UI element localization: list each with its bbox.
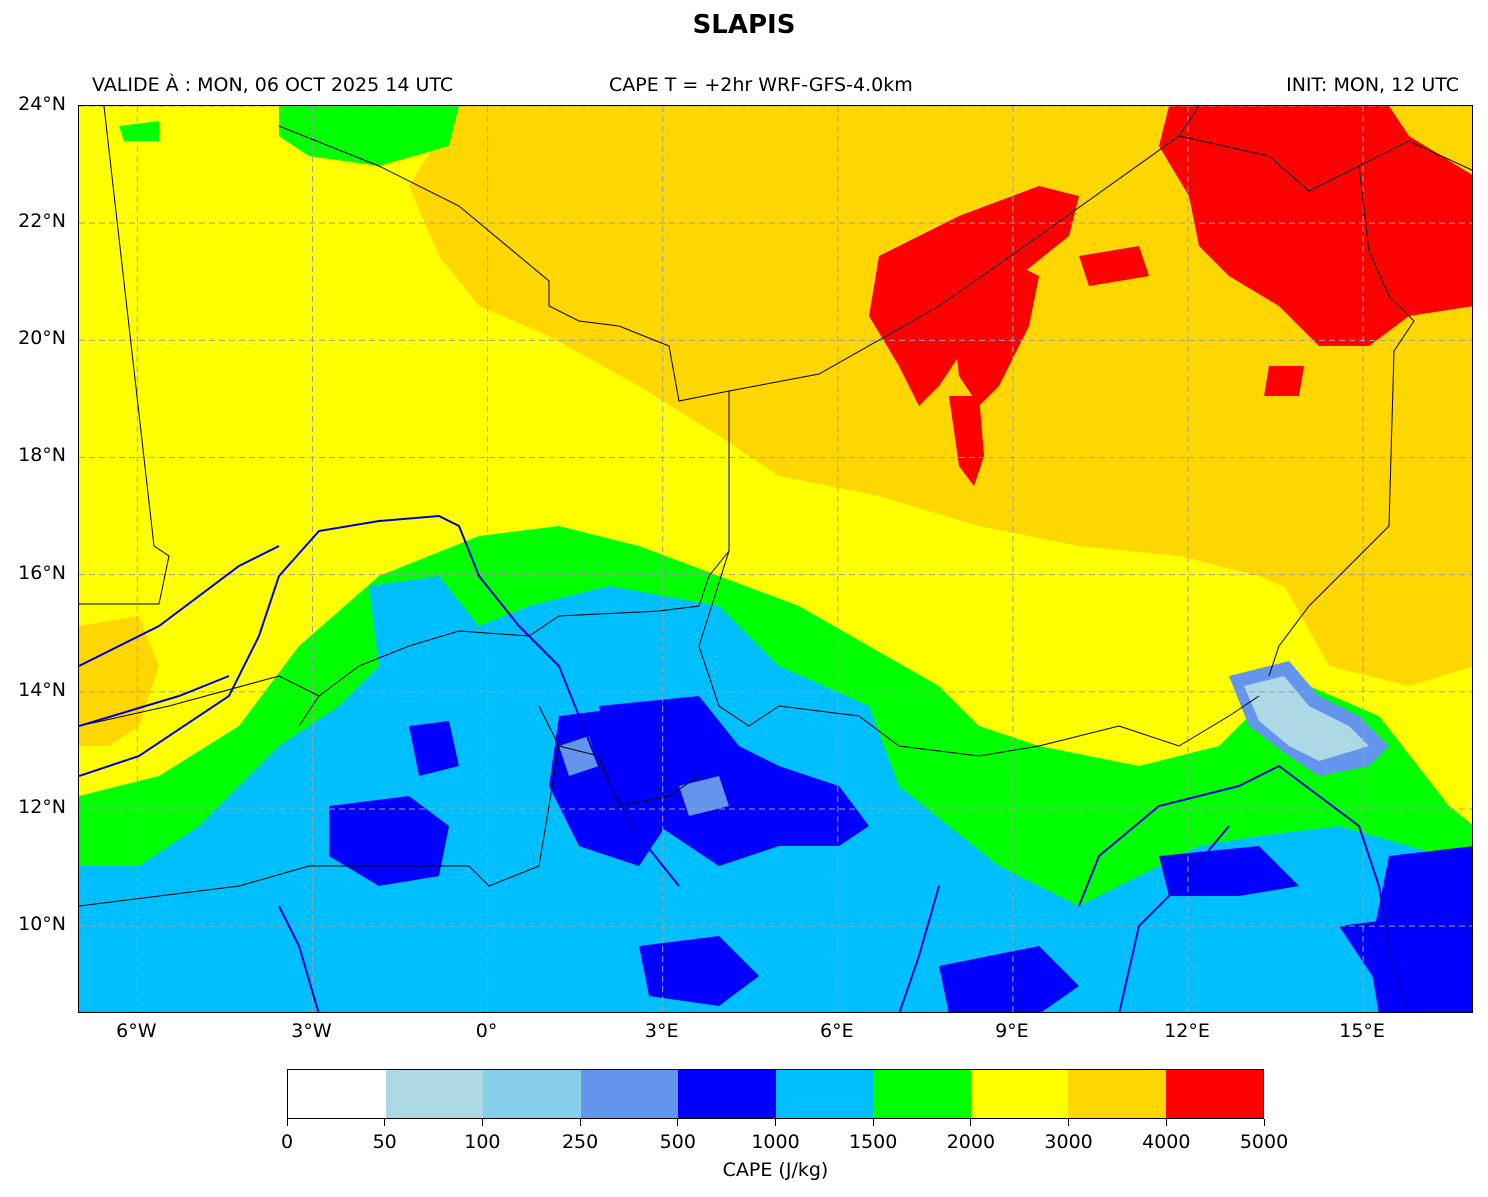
colorbar-tick-mark: [579, 1119, 581, 1126]
colorbar-segment: [775, 1070, 873, 1118]
colorbar-segment: [483, 1070, 581, 1118]
zones-100-500: [559, 661, 1389, 816]
lon-label: 15°E: [1339, 1020, 1385, 1042]
lat-label: 18°N: [18, 444, 66, 467]
colorbar-segment: [1068, 1070, 1166, 1118]
colorbar-tick-label: 5000: [1239, 1131, 1289, 1153]
colorbar-tick-label: 500: [659, 1131, 696, 1153]
colorbar-segment: [678, 1070, 776, 1118]
colorbar-tick-label: 3000: [1044, 1131, 1093, 1153]
colorbar-tick-mark: [872, 1119, 874, 1126]
colorbar-segment: [970, 1070, 1068, 1118]
lon-label: 6°W: [116, 1020, 157, 1042]
colorbar-label: CAPE (J/kg): [722, 1159, 829, 1181]
lat-label: 12°N: [18, 795, 66, 818]
country-borders: [79, 106, 1472, 907]
colorbar-tick-mark: [775, 1119, 776, 1126]
valid-time-label: VALIDE À : MON, 06 OCT 2025 14 UTC: [92, 74, 454, 96]
lat-label: 24°N: [18, 93, 66, 115]
rivers: [79, 514, 1410, 1012]
colorbar-tick-label: 50: [372, 1131, 397, 1153]
colorbar-tick-label: 100: [464, 1131, 501, 1153]
chart-title: SLAPIS: [692, 10, 796, 40]
lon-label: 6°E: [819, 1020, 854, 1042]
lon-label: 3°E: [644, 1020, 679, 1042]
colorbar: [287, 1069, 1264, 1119]
colorbar-tick-mark: [1068, 1119, 1070, 1126]
colorbar-tick-mark: [677, 1119, 679, 1126]
map-canvas: [79, 106, 1472, 1012]
colorbar-tick-mark: [481, 1119, 483, 1126]
colorbar-tick-label: 4000: [1142, 1131, 1191, 1153]
colorbar-tick-mark: [1165, 1119, 1167, 1126]
lat-label: 10°N: [18, 913, 66, 936]
colorbar-tick-mark: [1263, 1119, 1265, 1126]
lat-label: 20°N: [18, 327, 66, 350]
lon-label: 0°: [475, 1020, 498, 1042]
cape-map: [78, 105, 1473, 1013]
field-label: CAPE T = +2hr WRF-GFS-4.0km: [609, 74, 913, 96]
colorbar-tick-label: 250: [561, 1131, 599, 1153]
colorbar-segment: [288, 1070, 386, 1118]
colorbar-tick-label: 2000: [946, 1131, 996, 1153]
lon-label: 12°E: [1164, 1020, 1210, 1042]
lat-label: 22°N: [18, 210, 66, 233]
init-time-label: INIT: MON, 12 UTC: [1286, 74, 1459, 96]
gridlines: [79, 106, 1472, 1012]
lat-label: 16°N: [18, 561, 66, 584]
colorbar-tick-label: 1000: [751, 1131, 800, 1153]
colorbar-tick-mark: [286, 1119, 288, 1126]
colorbar-tick-label: 1500: [849, 1131, 898, 1153]
colorbar-segment: [580, 1070, 678, 1118]
colorbar-tick-label: 0: [280, 1131, 294, 1153]
colorbar-tick-mark: [970, 1119, 972, 1126]
lat-label: 14°N: [18, 678, 66, 701]
zones-4000-5000: [869, 106, 1472, 486]
colorbar-segment: [873, 1070, 971, 1118]
colorbar-segment: [385, 1070, 483, 1118]
colorbar-tick-mark: [384, 1119, 386, 1126]
lon-label: 3°W: [291, 1020, 332, 1042]
lon-label: 9°E: [995, 1020, 1029, 1042]
colorbar-segment: [1165, 1070, 1263, 1118]
zones-500-1000: [329, 696, 1472, 1012]
